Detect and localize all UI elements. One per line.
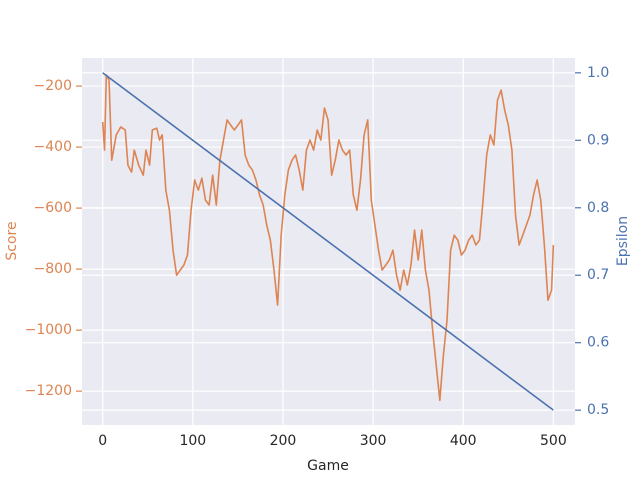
y2-tick-label: 0.8 [587, 200, 609, 216]
series-line [101, 74, 555, 402]
y-tick-label: −1200 [25, 383, 72, 399]
y-tick-label: −200 [34, 78, 72, 94]
y2-tick-label: 1.0 [587, 65, 609, 81]
x-tick-label: 300 [360, 433, 387, 449]
x-tick-label: 200 [270, 433, 297, 449]
x-tick-label: 500 [540, 433, 567, 449]
y2-tick-label: 0.9 [587, 132, 609, 148]
y2-tick-label: 0.6 [587, 335, 609, 351]
x-tick-label: 0 [98, 433, 107, 449]
series-line [102, 72, 554, 411]
x-tick-label: 400 [450, 433, 477, 449]
x-axis-label: Game [307, 458, 349, 474]
y2-axis-label: Epsilon [615, 216, 631, 266]
x-tick-label: 100 [179, 433, 206, 449]
y2-tick-label: 0.5 [587, 402, 609, 418]
y-tick-label: −800 [34, 261, 72, 277]
y-tick-label: −400 [34, 139, 72, 155]
y-tick-label: −600 [34, 200, 72, 216]
y-tick-label: −1000 [25, 322, 72, 338]
y-axis-label: Score [4, 221, 20, 260]
y2-tick-label: 0.7 [587, 267, 609, 283]
